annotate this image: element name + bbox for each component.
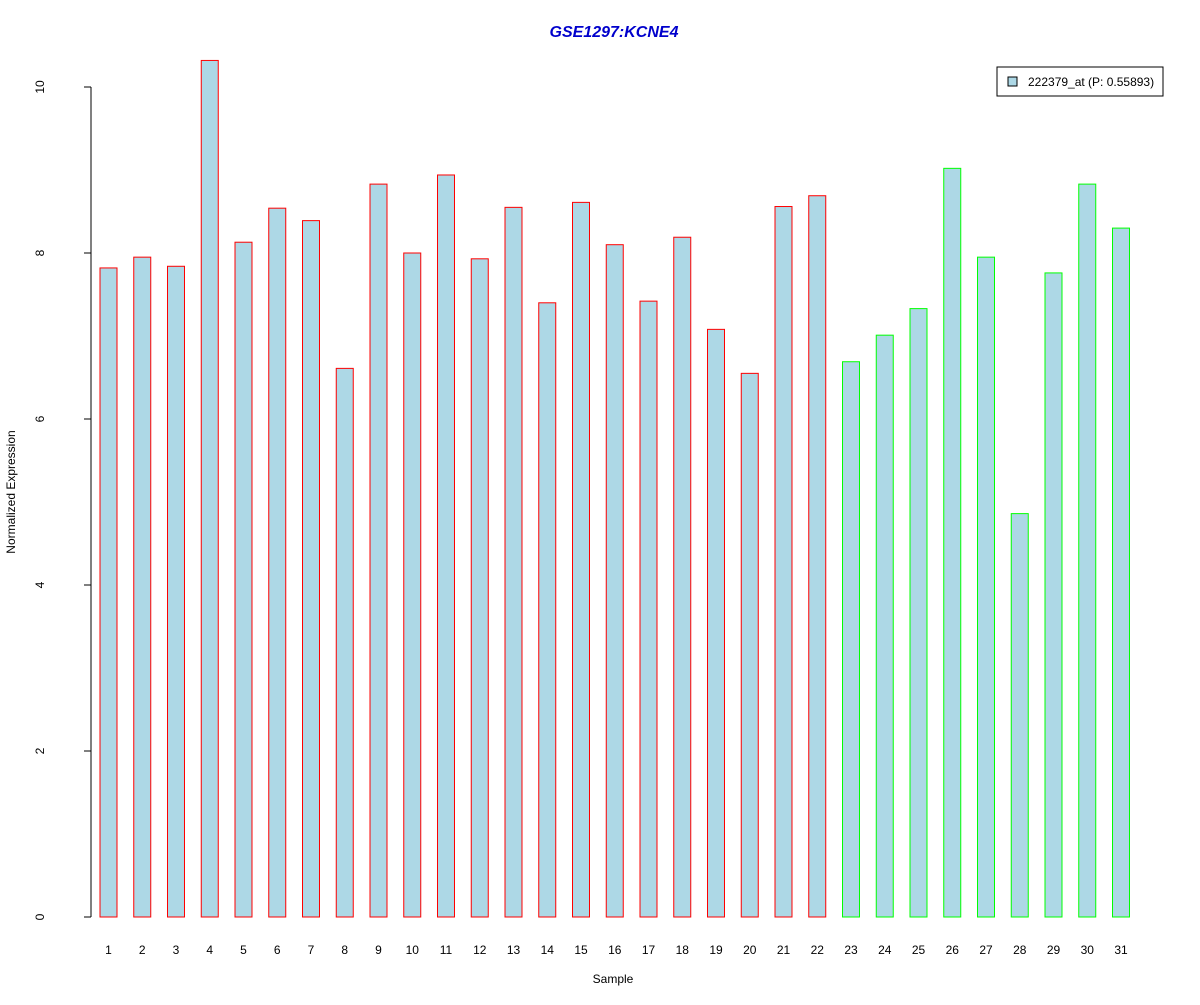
legend-swatch xyxy=(1007,76,1018,87)
bar-sample-4 xyxy=(200,59,219,918)
bar-sample-6 xyxy=(268,207,287,918)
x-tick-label: 14 xyxy=(541,943,555,957)
legend-box xyxy=(996,66,1164,97)
x-tick-label: 29 xyxy=(1047,943,1061,957)
bar-sample-15 xyxy=(572,201,590,918)
x-tick-label: 5 xyxy=(240,943,247,957)
x-tick-label: 17 xyxy=(642,943,656,957)
bar-sample-14 xyxy=(538,302,557,918)
x-tick-label: 25 xyxy=(912,943,926,957)
bar-sample-22 xyxy=(808,195,827,918)
x-tick-labels: 1 2 3 4 5 6 7 8 9 10 11 12 13 14 15 16 17 18 19 20 21 22 23 24 2… xyxy=(105,943,1128,957)
x-tick-label: 8 xyxy=(341,943,348,957)
x-tick-label: 1 xyxy=(105,943,112,957)
bar-sample-10 xyxy=(403,252,422,918)
x-tick-label: 20 xyxy=(743,943,757,957)
y-tick-label: 6 xyxy=(33,415,47,422)
x-tick-label: 30 xyxy=(1081,943,1095,957)
x-tick-label: 28 xyxy=(1013,943,1027,957)
y-axis-label: Normalized Expression xyxy=(4,430,18,553)
x-tick-label: 22 xyxy=(811,943,825,957)
bar-sample-8 xyxy=(335,367,354,918)
x-tick-label: 12 xyxy=(473,943,487,957)
chart-title: GSE1297:KCNE4 xyxy=(550,24,679,41)
x-tick-label: 31 xyxy=(1114,943,1128,957)
x-tick-label: 6 xyxy=(274,943,281,957)
bar-sample-13 xyxy=(504,206,523,918)
x-tick-label: 15 xyxy=(574,943,588,957)
y-tick-label: 10 xyxy=(33,80,47,94)
legend: 222379_at (P: 0.55893) xyxy=(996,66,1164,97)
bar-sample-20 xyxy=(740,372,759,918)
bar-sample-26 xyxy=(943,167,962,918)
bar-sample-1 xyxy=(99,267,118,918)
x-tick-label: 19 xyxy=(709,943,723,957)
y-tick-label: 0 xyxy=(33,913,47,920)
bar-sample-23 xyxy=(842,361,860,918)
x-tick-label: 11 xyxy=(440,943,453,957)
bar-sample-28 xyxy=(1010,513,1029,918)
bar-sample-27 xyxy=(977,256,995,918)
x-tick-label: 18 xyxy=(676,943,690,957)
bars-group xyxy=(99,59,1130,918)
x-tick-label: 21 xyxy=(777,943,791,957)
x-tick-label: 13 xyxy=(507,943,521,957)
bar-sample-29 xyxy=(1044,272,1063,918)
bar-sample-24 xyxy=(875,334,894,918)
bar-sample-9 xyxy=(369,183,388,918)
y-tick-label: 4 xyxy=(33,581,47,588)
x-tick-label: 9 xyxy=(375,943,382,957)
x-tick-label: 27 xyxy=(979,943,993,957)
x-tick-label: 3 xyxy=(173,943,180,957)
y-tick-label: 8 xyxy=(33,249,47,256)
bar-sample-7 xyxy=(302,220,320,918)
x-tick-label: 16 xyxy=(608,943,622,957)
bar-sample-3 xyxy=(167,265,185,918)
bar-sample-12 xyxy=(470,258,489,918)
bar-sample-18 xyxy=(673,236,692,918)
bar-sample-2 xyxy=(133,256,152,918)
bar-sample-25 xyxy=(909,308,928,918)
bar-sample-21 xyxy=(774,206,793,918)
x-tick-label: 4 xyxy=(206,943,213,957)
bar-sample-19 xyxy=(707,328,725,918)
x-axis-label: Sample xyxy=(593,972,634,986)
bar-sample-31 xyxy=(1112,227,1130,918)
x-tick-label: 2 xyxy=(139,943,146,957)
bar-sample-11 xyxy=(437,174,455,918)
legend-label: 222379_at (P: 0.55893) xyxy=(1028,75,1154,89)
bar-sample-5 xyxy=(234,241,253,918)
y-tick-label: 2 xyxy=(33,747,47,754)
bar-sample-16 xyxy=(605,244,624,918)
x-tick-label: 7 xyxy=(308,943,315,957)
y-axis: 0 2 4 6 8 10 xyxy=(33,80,92,920)
bar-sample-30 xyxy=(1078,183,1097,918)
x-tick-label: 26 xyxy=(946,943,960,957)
x-tick-label: 24 xyxy=(878,943,892,957)
x-tick-label: 10 xyxy=(406,943,420,957)
bar-sample-17 xyxy=(639,300,658,918)
x-tick-label: 23 xyxy=(844,943,858,957)
